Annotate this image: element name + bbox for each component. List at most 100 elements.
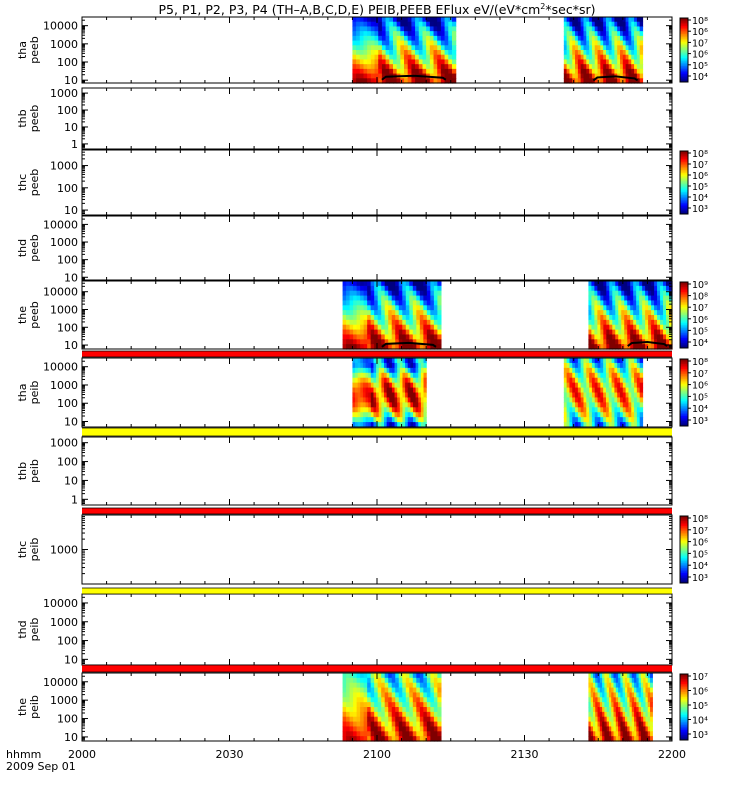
spectrogram-cell bbox=[597, 334, 601, 340]
spectrogram-cell bbox=[407, 392, 411, 399]
spectrogram-cell bbox=[368, 372, 372, 379]
spectrogram-cell bbox=[356, 21, 361, 28]
status-bar bbox=[82, 428, 672, 436]
spectrogram-cell bbox=[614, 422, 618, 428]
spectrogram-cell bbox=[352, 64, 357, 70]
spectrogram-cell bbox=[636, 329, 640, 336]
spectrogram-cell bbox=[640, 673, 644, 679]
spectrogram-cell bbox=[413, 377, 417, 384]
spectrogram-cell bbox=[622, 736, 626, 742]
spectrogram-cell bbox=[617, 387, 621, 394]
spectrogram-cell bbox=[384, 358, 388, 364]
spectrogram-cell bbox=[448, 50, 453, 56]
spectrogram-cell bbox=[612, 285, 616, 292]
spectrogram-cell bbox=[437, 707, 442, 713]
spectrogram-cell bbox=[636, 407, 641, 413]
spectrogram-cell bbox=[624, 319, 628, 326]
spectrogram-cell bbox=[363, 711, 368, 718]
spectrogram-cell bbox=[566, 382, 571, 389]
spectrogram-cell bbox=[397, 358, 401, 364]
spectrogram-cell bbox=[367, 285, 372, 292]
spectrogram-cell bbox=[663, 305, 667, 311]
spectrogram-cell bbox=[367, 300, 372, 306]
spectrogram-cell bbox=[622, 387, 627, 394]
spectrogram-cell bbox=[367, 305, 372, 311]
spectrogram-cell bbox=[415, 40, 420, 46]
spectrogram-cell bbox=[580, 35, 585, 42]
spectrogram-cell bbox=[634, 54, 638, 61]
spectrogram-cell bbox=[357, 382, 361, 389]
spectrogram-cell bbox=[402, 682, 407, 689]
spectrogram-cell bbox=[440, 35, 446, 42]
spectrogram-cell bbox=[624, 702, 628, 708]
spectrogram-cell bbox=[409, 697, 414, 703]
spectrogram-cell bbox=[360, 402, 364, 408]
spectrogram-cell bbox=[648, 305, 652, 311]
spectrogram-cell bbox=[612, 305, 616, 311]
spectrogram-cell bbox=[386, 392, 390, 399]
spectrogram-cell bbox=[600, 417, 604, 423]
spectrogram-cell bbox=[594, 362, 599, 369]
spectrogram-cell bbox=[433, 702, 438, 708]
spectrogram-cell bbox=[346, 329, 351, 336]
spectrogram-cell bbox=[346, 711, 351, 718]
spectrogram-cell bbox=[370, 295, 375, 302]
spectrogram-cell bbox=[577, 73, 582, 79]
spectrogram-cell bbox=[400, 45, 405, 51]
spectrogram-cell bbox=[617, 26, 621, 32]
spectrogram-cell bbox=[634, 687, 637, 694]
colorbar-step bbox=[680, 567, 688, 571]
spectrogram-cell bbox=[566, 17, 571, 23]
spectrogram-cell bbox=[444, 21, 449, 28]
colorbar-step bbox=[680, 682, 688, 685]
spectrogram-cell bbox=[630, 281, 634, 287]
spectrogram-cell bbox=[617, 402, 621, 408]
spectrogram-cell bbox=[407, 407, 411, 413]
spectrogram-cell bbox=[377, 319, 382, 326]
spectrogram-cell bbox=[416, 339, 421, 345]
spectrogram-cell bbox=[368, 362, 372, 369]
spectrogram-cell bbox=[605, 26, 610, 32]
spectrogram-cell bbox=[606, 721, 610, 728]
spectrogram-cell bbox=[622, 417, 627, 423]
spectrogram-cell bbox=[426, 319, 431, 326]
colorbar-step bbox=[680, 169, 688, 172]
spectrogram-cell bbox=[398, 721, 403, 728]
colorbar-step bbox=[680, 529, 688, 532]
spectrogram-cell bbox=[360, 731, 365, 737]
spectrogram-cell bbox=[577, 17, 582, 23]
spectrogram-cell bbox=[634, 422, 638, 428]
spectrogram-cell bbox=[627, 295, 631, 302]
spectrogram-cell bbox=[440, 45, 446, 51]
colorbar-frame bbox=[679, 17, 689, 83]
spectrogram-cell bbox=[419, 319, 424, 326]
spectrogram-cell bbox=[625, 382, 630, 389]
spectrogram-cell bbox=[374, 315, 379, 321]
spectrogram-cell bbox=[625, 17, 630, 23]
spectrogram-cell bbox=[651, 295, 655, 302]
spectrogram-cell bbox=[642, 324, 646, 331]
spectrogram-cell bbox=[377, 707, 382, 713]
spectrogram-cell bbox=[613, 697, 617, 703]
colorbar-step bbox=[680, 35, 688, 38]
spectrogram-cell bbox=[627, 324, 631, 331]
spectrogram-cell bbox=[420, 417, 425, 423]
spectrogram-cell bbox=[410, 397, 414, 403]
spectrogram-cell bbox=[400, 54, 405, 61]
spectrogram-cell bbox=[608, 372, 613, 379]
spectrogram-cell bbox=[654, 310, 658, 316]
spectrogram-cell bbox=[640, 682, 644, 689]
spectrogram-cell bbox=[622, 412, 627, 418]
spectrogram-cell bbox=[365, 382, 369, 389]
spectrogram-cell bbox=[614, 362, 618, 369]
spectrogram-cell bbox=[588, 716, 592, 723]
spectrogram-cell bbox=[580, 31, 585, 37]
spectrogram-cell bbox=[381, 422, 385, 428]
spectrogram-cell bbox=[657, 344, 661, 350]
spectrogram-cell bbox=[608, 50, 613, 56]
spectrogram-cell bbox=[415, 50, 420, 56]
spectrogram-cell bbox=[423, 716, 428, 723]
spectrogram-cell bbox=[606, 290, 610, 297]
spectrogram-cell bbox=[381, 736, 386, 742]
spectrogram-cell bbox=[433, 315, 438, 321]
